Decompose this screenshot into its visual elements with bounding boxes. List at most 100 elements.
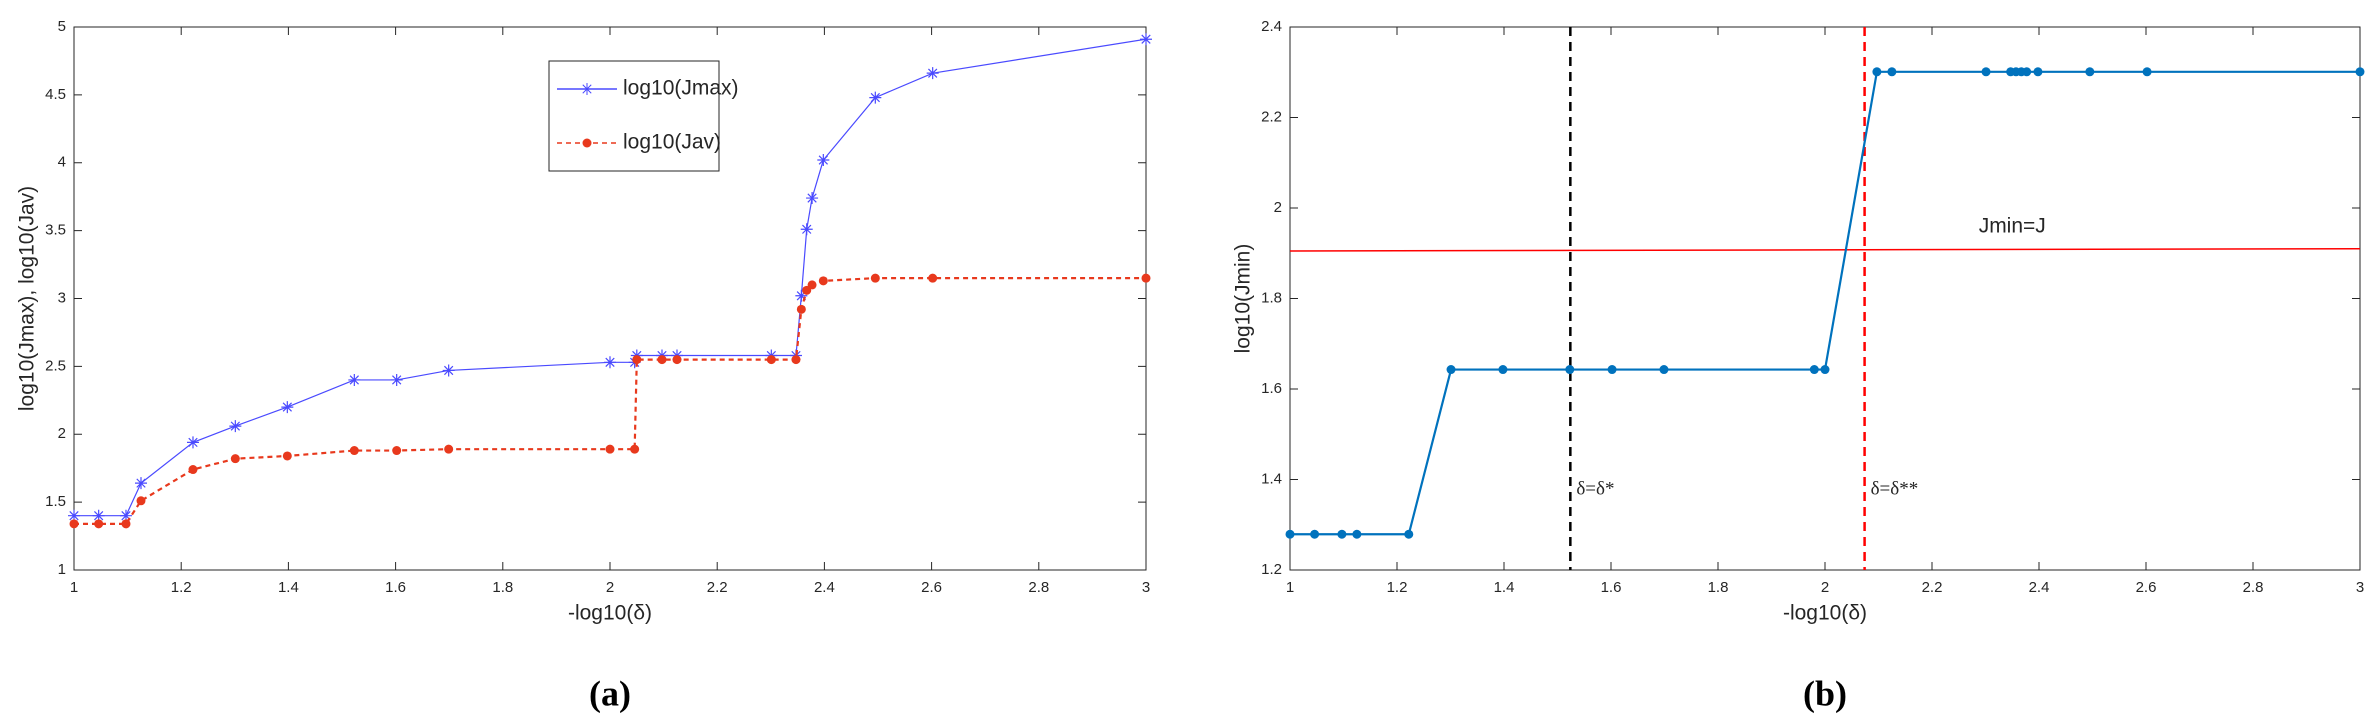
- marker: [800, 223, 813, 236]
- marker: [1141, 273, 1151, 283]
- marker: [1498, 365, 1508, 375]
- legend-label: log10(Jmax): [623, 77, 739, 100]
- marker: [2355, 67, 2365, 77]
- marker: [766, 355, 776, 365]
- marker: [1140, 33, 1152, 46]
- y-tick-label: 3: [58, 289, 66, 306]
- y-tick-label: 2.4: [1261, 18, 1282, 35]
- reference-label: δ=δ**: [1871, 478, 1919, 499]
- marker: [1607, 365, 1617, 375]
- marker: [870, 273, 880, 283]
- legend-box: [548, 60, 720, 172]
- marker: [672, 355, 682, 365]
- marker: [869, 91, 882, 104]
- marker: [1565, 365, 1575, 375]
- marker: [791, 355, 801, 365]
- marker: [2142, 67, 2152, 77]
- marker: [632, 355, 642, 365]
- x-tick-label: 2.8: [1028, 579, 1049, 596]
- marker: [94, 519, 104, 529]
- x-tick-label: 1.4: [278, 579, 299, 596]
- marker: [605, 444, 615, 454]
- y-tick-label: 2: [58, 425, 66, 442]
- marker: [1310, 529, 1320, 539]
- x-tick-label: 1.2: [171, 579, 192, 596]
- marker: [390, 373, 403, 386]
- marker: [926, 67, 939, 80]
- y-tick-label: 2: [1274, 199, 1282, 216]
- legend-label: log10(Jav): [623, 131, 721, 154]
- y-tick-label: 1.2: [1261, 561, 1282, 578]
- reference-line: [1289, 247, 2361, 252]
- marker: [229, 420, 242, 433]
- panel-label: (a): [589, 673, 631, 713]
- marker: [1809, 365, 1819, 375]
- marker: [136, 496, 146, 506]
- marker: [928, 273, 938, 283]
- legend-marker: [582, 138, 592, 148]
- x-tick-label: 2.4: [814, 579, 835, 596]
- marker: [818, 276, 828, 286]
- x-tick-label: 1.6: [385, 579, 406, 596]
- marker: [1820, 365, 1830, 375]
- x-tick-label: 2: [1821, 579, 1829, 596]
- marker: [1981, 67, 1991, 77]
- marker: [1872, 67, 1882, 77]
- x-tick-label: 2.6: [2136, 579, 2157, 596]
- y-tick-label: 4: [58, 154, 66, 171]
- y-tick-label: 2.5: [45, 357, 66, 374]
- y-tick-label: 3.5: [45, 222, 66, 239]
- marker: [1659, 365, 1669, 375]
- reference-label: δ=δ*: [1576, 478, 1614, 499]
- x-tick-label: 3: [2356, 579, 2364, 596]
- marker: [282, 451, 292, 461]
- x-tick-label: 1.6: [1601, 579, 1622, 596]
- marker: [1887, 67, 1897, 77]
- marker: [186, 436, 199, 449]
- marker: [1285, 529, 1295, 539]
- marker: [2085, 67, 2095, 77]
- x-tick-label: 2.6: [921, 579, 942, 596]
- x-tick-label: 1: [1286, 579, 1294, 596]
- y-tick-label: 1.4: [1261, 470, 1282, 487]
- marker: [2022, 67, 2032, 77]
- marker: [281, 401, 294, 414]
- marker: [188, 465, 198, 475]
- marker: [121, 519, 131, 529]
- marker: [442, 364, 455, 377]
- marker: [1404, 529, 1414, 539]
- x-tick-label: 2.2: [707, 579, 728, 596]
- x-axis-label: -log10(δ): [568, 602, 652, 625]
- marker: [604, 356, 616, 369]
- y-tick-label: 2.2: [1261, 108, 1282, 125]
- marker: [1352, 529, 1362, 539]
- marker: [349, 446, 359, 456]
- marker: [444, 444, 454, 454]
- marker: [92, 509, 105, 522]
- x-tick-label: 2.8: [2243, 579, 2264, 596]
- x-tick-label: 1.8: [1708, 579, 1729, 596]
- marker: [1337, 529, 1347, 539]
- y-tick-label: 1.6: [1261, 380, 1282, 397]
- y-axis-label: log10(Jmax), log10(Jav): [16, 186, 39, 411]
- marker: [806, 192, 819, 205]
- y-tick-label: 1.8: [1261, 289, 1282, 306]
- marker: [795, 289, 808, 302]
- x-tick-label: 2.2: [1922, 579, 1943, 596]
- x-tick-label: 1: [70, 579, 78, 596]
- marker: [135, 477, 147, 490]
- marker: [69, 519, 79, 529]
- marker: [657, 355, 667, 365]
- x-tick-label: 1.2: [1387, 579, 1408, 596]
- panel-label: (b): [1803, 673, 1847, 713]
- x-tick-label: 2: [606, 579, 614, 596]
- marker: [348, 373, 361, 386]
- legend-marker: [581, 83, 593, 95]
- y-tick-label: 1: [58, 561, 66, 578]
- marker: [1446, 365, 1456, 375]
- x-tick-label: 1.8: [492, 579, 513, 596]
- y-tick-label: 5: [58, 18, 66, 35]
- y-axis-label: log10(Jmin): [1232, 244, 1255, 354]
- y-tick-label: 4.5: [45, 86, 66, 103]
